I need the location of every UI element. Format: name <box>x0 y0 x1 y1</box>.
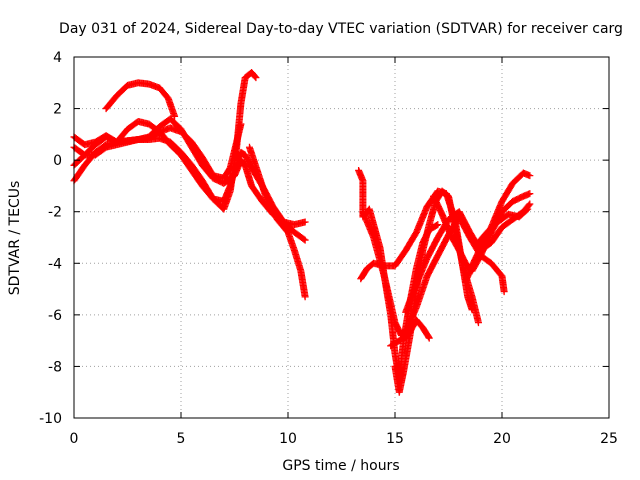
y-tick-label: -8 <box>48 359 62 375</box>
data-point <box>524 205 532 213</box>
data-point <box>525 201 533 209</box>
data-point <box>433 221 441 229</box>
data-point <box>301 236 309 244</box>
series-track-11 <box>391 187 482 396</box>
data-points <box>70 68 534 396</box>
x-tick-label: 20 <box>493 431 511 447</box>
grid-lines <box>74 57 609 418</box>
data-point <box>171 112 179 120</box>
data-point <box>526 172 534 180</box>
x-tick-label: 10 <box>279 431 297 447</box>
data-point <box>300 235 308 243</box>
y-tick-label: 0 <box>53 153 62 169</box>
y-tick-label: -6 <box>48 308 62 324</box>
x-axis-label: GPS time / hours <box>282 458 399 474</box>
data-point <box>301 218 309 226</box>
x-tick-label: 15 <box>386 431 404 447</box>
data-point <box>301 293 309 301</box>
data-point <box>252 74 260 82</box>
x-tick-label: 0 <box>70 431 79 447</box>
y-tick-label: -4 <box>48 256 62 272</box>
series-track-13 <box>430 190 534 275</box>
y-axis-label: SDTVAR / TECUs <box>7 181 23 296</box>
x-tick-label: 5 <box>177 431 186 447</box>
data-point <box>434 221 442 229</box>
data-point <box>425 334 433 342</box>
y-tick-label: -2 <box>48 205 62 221</box>
y-tick-label: 4 <box>53 50 62 66</box>
series-track-15 <box>474 205 532 247</box>
data-point <box>425 333 433 341</box>
data-point <box>526 200 534 208</box>
tick-labels: 0 5 10 15 20 25 -10 -8 -6 -4 -2 0 2 4 <box>39 50 618 447</box>
plot-frame <box>73 56 610 419</box>
series-track-5 <box>70 115 309 229</box>
data-point <box>500 288 508 296</box>
chart-title: Day 031 of 2024, Sidereal Day-to-day VTE… <box>59 21 623 37</box>
series-track-6 <box>245 143 309 301</box>
data-point <box>474 319 482 327</box>
axis-ticks <box>73 56 610 419</box>
y-tick-label: -10 <box>39 411 62 427</box>
data-point <box>251 73 259 81</box>
data-point <box>526 190 534 198</box>
series-track-1 <box>102 79 179 120</box>
x-tick-label: 25 <box>600 431 618 447</box>
y-tick-label: 2 <box>53 102 62 118</box>
data-point <box>523 206 531 214</box>
